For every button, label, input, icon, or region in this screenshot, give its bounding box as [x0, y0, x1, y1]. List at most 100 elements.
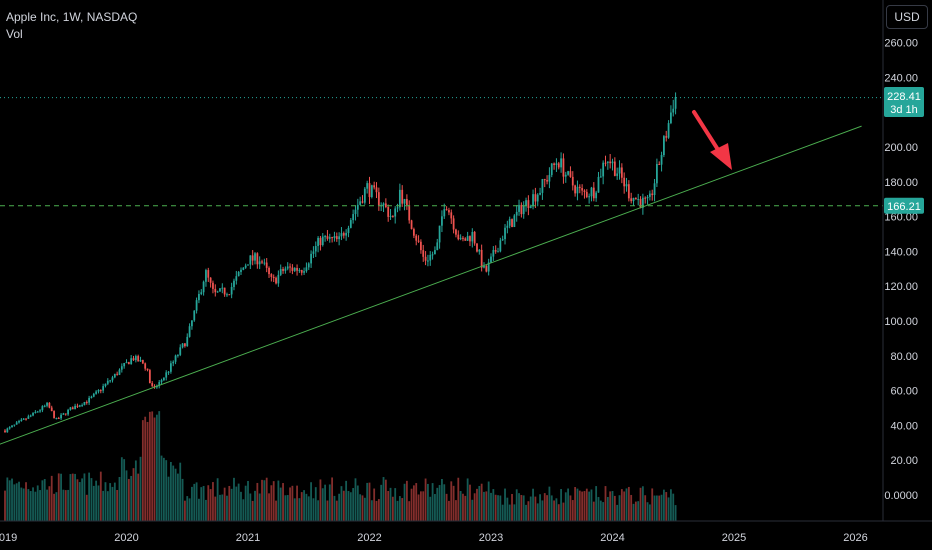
candle-body — [195, 300, 198, 311]
candle-body — [462, 237, 464, 239]
volume-indicator-label[interactable]: Vol — [6, 27, 23, 41]
candle-body — [326, 236, 329, 239]
candle-body — [590, 187, 593, 197]
candle-body — [541, 179, 544, 193]
candle-body — [4, 430, 6, 433]
volume-bar — [639, 487, 642, 521]
volume-bar — [333, 495, 336, 521]
candle-body — [92, 393, 95, 397]
candle-body — [303, 271, 305, 273]
candle-body — [478, 249, 481, 252]
volume-bar — [85, 494, 88, 521]
candle-body — [602, 162, 605, 177]
candle-body — [249, 255, 252, 265]
volume-bar — [667, 497, 670, 521]
volume-bar — [317, 500, 319, 521]
candle-body — [529, 206, 532, 208]
candle-body — [184, 343, 186, 347]
volume-bar — [366, 482, 369, 521]
volume-bar — [417, 494, 420, 521]
candle-body — [527, 200, 530, 208]
last-price-value: 228.41 — [887, 91, 921, 103]
volume-bar — [534, 496, 537, 521]
candle-body — [85, 401, 88, 403]
arrow-annotation[interactable] — [692, 110, 732, 170]
volume-bar — [123, 459, 126, 521]
candle-body — [424, 256, 427, 261]
volume-bar — [13, 484, 16, 521]
candle-body — [22, 418, 25, 420]
candle-body — [627, 184, 630, 199]
volume-bar — [233, 477, 235, 521]
candle-body — [251, 255, 254, 261]
volume-bar — [611, 491, 614, 521]
candle-body — [289, 266, 291, 268]
volume-bar — [349, 492, 352, 521]
time-tick-label: 2023 — [479, 532, 503, 544]
candle-body — [674, 97, 677, 109]
candle-body — [555, 163, 558, 165]
volume-bar — [641, 486, 644, 521]
volume-bar — [459, 491, 462, 521]
candle-body — [254, 253, 256, 261]
price-axis[interactable]: 260.00240.00220.00200.00180.00160.00140.… — [884, 38, 918, 502]
candle-body — [415, 235, 418, 241]
volume-bar — [660, 494, 663, 521]
candle-body — [611, 161, 614, 164]
candle-body — [291, 267, 294, 271]
time-axis[interactable]: 2019 2020 2021 2022 2023 2024 2025 2026 — [0, 532, 868, 544]
candle-body — [127, 362, 130, 365]
volume-bar — [314, 487, 317, 521]
volume-bar — [384, 479, 387, 521]
candle-body — [319, 237, 322, 246]
volume-bar — [420, 491, 422, 521]
trendline[interactable] — [0, 125, 862, 445]
candle-body — [6, 428, 9, 433]
candle-body — [207, 270, 210, 278]
candle-body — [265, 262, 268, 268]
volume-bar — [272, 481, 275, 521]
candle-body — [384, 203, 387, 208]
volume-bar — [71, 473, 74, 521]
volume-bar — [200, 487, 203, 521]
candle-body — [300, 270, 303, 273]
candle-body — [571, 176, 574, 186]
candle-body — [95, 391, 98, 394]
candle-body — [466, 236, 469, 241]
candle-body — [151, 383, 154, 386]
volume-bar — [665, 492, 668, 521]
price-tick-label: 120.00 — [884, 281, 918, 293]
candle-body — [111, 377, 114, 381]
time-tick-label: 2021 — [236, 532, 260, 544]
candle-body — [62, 413, 65, 415]
candle-body — [543, 179, 546, 181]
volume-bar — [613, 495, 616, 521]
volume-bar — [655, 495, 658, 521]
volume-bar — [76, 479, 79, 521]
candle-body — [169, 363, 172, 372]
candle-body — [595, 192, 598, 199]
volume-bar — [207, 485, 210, 521]
candle-body — [174, 355, 177, 362]
symbol-title[interactable]: Apple Inc, 1W, NASDAQ — [6, 10, 138, 24]
candle-body — [333, 236, 336, 238]
volume-bar — [181, 478, 184, 521]
volume-bar — [198, 498, 200, 521]
candle-body — [240, 269, 242, 272]
currency-button[interactable]: USD — [886, 5, 928, 29]
candle-body — [492, 250, 495, 257]
candle-body — [335, 236, 338, 240]
volume-bar — [405, 480, 408, 521]
volume-bar — [293, 498, 296, 521]
volume-bar — [368, 482, 371, 521]
candle-body — [396, 207, 399, 209]
candle-body — [81, 405, 84, 407]
candle-body — [630, 198, 633, 202]
volume-bar — [279, 487, 282, 521]
volume-bar — [307, 496, 310, 521]
price-tick-label: 240.00 — [884, 72, 918, 84]
volume-bar — [303, 490, 305, 521]
volume-bar — [167, 476, 170, 521]
volume-bar — [412, 485, 415, 521]
